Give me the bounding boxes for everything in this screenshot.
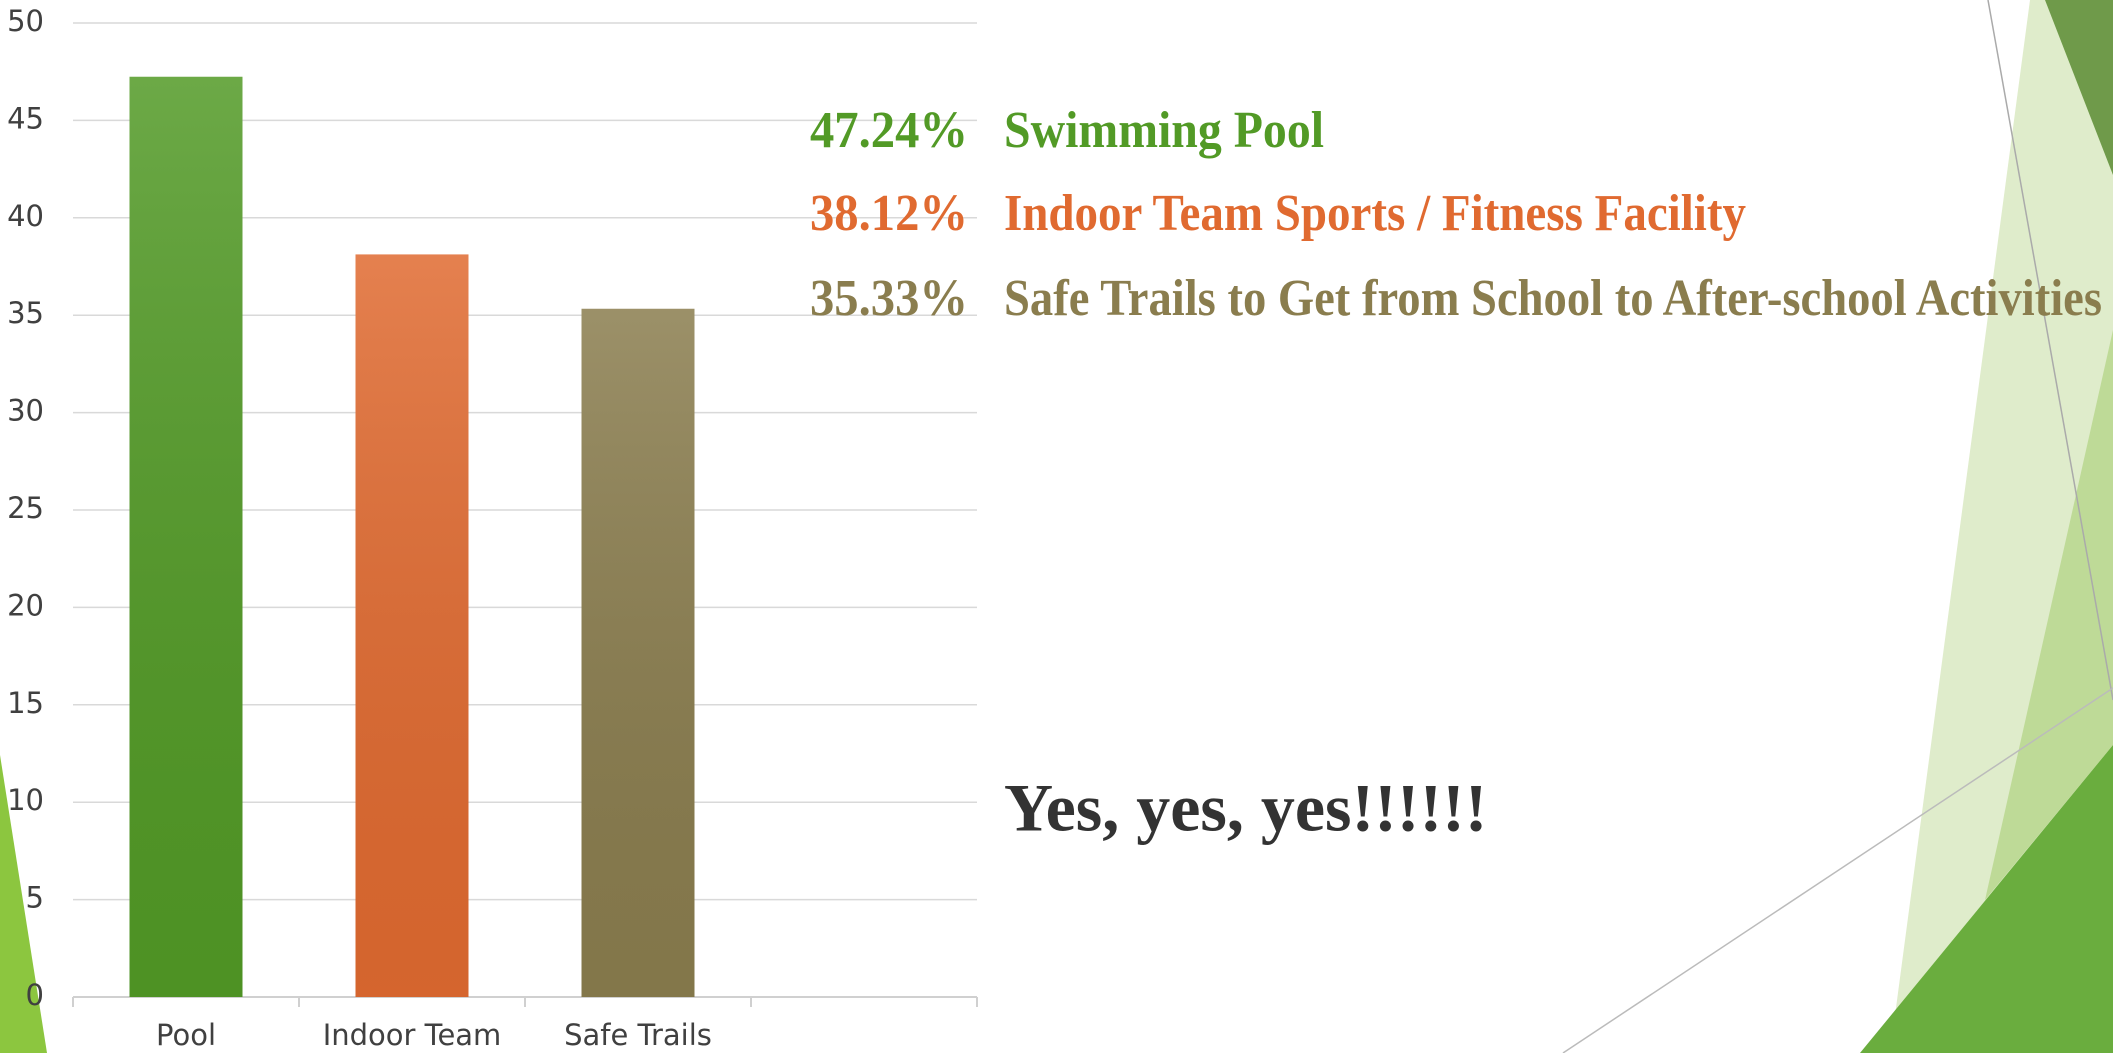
decor-triangle <box>1860 745 2113 1053</box>
y-tick-label: 15 <box>7 686 44 720</box>
plot: 0 5 10 15 20 25 30 35 40 45 50 Pool 47.24% Swimming P… <box>7 4 2102 1052</box>
decor-line <box>1562 687 2113 1053</box>
bar-shade <box>129 76 243 998</box>
decor-line <box>1987 0 2113 701</box>
decor-triangle <box>2045 0 2113 175</box>
x-tick-label: Indoor Team <box>323 1018 502 1052</box>
y-tick-label: 50 <box>7 4 44 38</box>
y-tick-label: 25 <box>7 491 44 525</box>
description: Swimming Pool <box>1004 102 1324 159</box>
y-tick-label: 40 <box>7 199 44 233</box>
y-tick-label: 5 <box>26 881 44 915</box>
description: Indoor Team Sports / Fitness Facility <box>1004 185 1746 242</box>
y-tick-label: 45 <box>7 101 44 135</box>
bar-shade <box>581 308 695 997</box>
y-tick-label: 10 <box>7 783 44 817</box>
annotation: Yes, yes, yes!!!!!! <box>1004 770 1487 846</box>
y-tick-label: 20 <box>7 588 44 622</box>
value-label: 35.33% <box>810 270 968 327</box>
value-label: 47.24% <box>810 102 968 159</box>
x-tick-label: Pool <box>156 1018 216 1052</box>
y-tick-label: 0 <box>26 978 44 1012</box>
description: Safe Trails to Get from School to After-… <box>1004 270 2102 327</box>
decor-triangle <box>1985 330 2113 900</box>
bar-shade <box>355 254 469 998</box>
x-tick-label: Safe Trails <box>564 1018 712 1052</box>
y-tick-label: 30 <box>7 394 44 428</box>
y-tick-label: 35 <box>7 296 44 330</box>
value-label: 38.12% <box>810 185 968 242</box>
decor-triangle <box>0 755 47 1053</box>
